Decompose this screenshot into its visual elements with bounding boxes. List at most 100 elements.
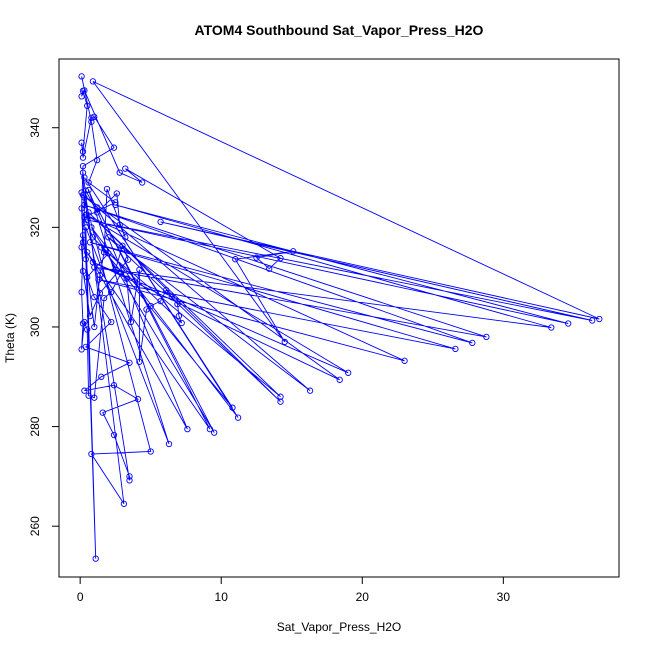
data-point bbox=[168, 293, 175, 301]
data-point bbox=[91, 113, 98, 120]
y-tick-label: 260 bbox=[28, 516, 42, 536]
data-point bbox=[110, 144, 118, 151]
data-point bbox=[79, 162, 87, 170]
data-point bbox=[565, 320, 572, 327]
data-point bbox=[98, 373, 105, 380]
data-point bbox=[79, 87, 87, 95]
data-point bbox=[78, 346, 85, 353]
data-point bbox=[112, 266, 119, 273]
x-tick-label: 10 bbox=[215, 590, 229, 604]
data-point bbox=[79, 154, 87, 161]
data-point bbox=[116, 169, 123, 176]
x-tick-label: 30 bbox=[497, 590, 511, 604]
data-point bbox=[452, 345, 459, 353]
data-point bbox=[91, 323, 98, 331]
data-point bbox=[93, 209, 101, 216]
data-point bbox=[126, 473, 133, 480]
data-point bbox=[119, 242, 126, 249]
data-point bbox=[234, 414, 242, 421]
x-tick-label: 20 bbox=[356, 590, 370, 604]
data-point bbox=[157, 218, 164, 226]
data-point bbox=[336, 376, 343, 383]
y-tick-label: 300 bbox=[28, 317, 42, 337]
data-point bbox=[112, 199, 119, 206]
data-point bbox=[78, 189, 85, 196]
data-point bbox=[78, 139, 85, 146]
data-point bbox=[99, 409, 106, 416]
x-tick-label: 0 bbox=[77, 590, 84, 604]
data-point bbox=[136, 266, 143, 273]
data-point bbox=[117, 270, 125, 277]
data-point bbox=[126, 359, 133, 366]
data-point bbox=[266, 265, 273, 272]
data-point bbox=[120, 500, 128, 507]
data-point bbox=[84, 326, 91, 333]
data-point bbox=[139, 179, 146, 186]
y-tick-label: 340 bbox=[28, 117, 42, 137]
data-point bbox=[98, 244, 105, 251]
chart-title: ATOM4 Southbound Sat_Vapor_Press_H2O bbox=[195, 22, 484, 38]
data-point bbox=[78, 73, 85, 80]
y-tick-label: 320 bbox=[28, 217, 42, 237]
data-point bbox=[78, 288, 85, 296]
data-point bbox=[89, 234, 97, 241]
data-point bbox=[469, 339, 476, 347]
data-point bbox=[81, 174, 88, 181]
data-point bbox=[110, 431, 118, 439]
data-point bbox=[134, 396, 142, 403]
data-point bbox=[103, 185, 111, 193]
data-point bbox=[113, 190, 120, 197]
data-point bbox=[143, 306, 150, 313]
data-point bbox=[290, 248, 297, 255]
data-point bbox=[79, 320, 87, 327]
series-line bbox=[81, 76, 600, 559]
data-point bbox=[306, 387, 314, 394]
data-point bbox=[122, 165, 129, 172]
data-point bbox=[85, 186, 92, 194]
data-point bbox=[548, 324, 555, 331]
y-axis-label: Theta (K) bbox=[3, 313, 17, 363]
data-point bbox=[253, 254, 260, 261]
data-point bbox=[277, 398, 284, 405]
data-point bbox=[86, 312, 94, 320]
data-point bbox=[110, 382, 118, 389]
data-point bbox=[81, 387, 88, 394]
data-point bbox=[174, 300, 181, 308]
data-point bbox=[116, 221, 123, 229]
data-point bbox=[79, 148, 87, 155]
data-point bbox=[401, 357, 408, 364]
data-point bbox=[211, 429, 218, 436]
data-point bbox=[84, 249, 91, 256]
data-point bbox=[184, 425, 191, 433]
data-point bbox=[91, 264, 98, 271]
data-point bbox=[96, 272, 104, 279]
data-point bbox=[124, 256, 132, 263]
data-point bbox=[157, 297, 164, 305]
data-point bbox=[122, 234, 129, 241]
data-point bbox=[136, 358, 143, 365]
data-point bbox=[483, 333, 490, 341]
data-point bbox=[96, 289, 104, 297]
data-point bbox=[78, 205, 85, 212]
data-point bbox=[126, 477, 133, 484]
x-axis-label: Sat_Vapor_Press_H2O bbox=[277, 620, 402, 634]
data-point bbox=[178, 319, 185, 327]
data-point bbox=[175, 312, 183, 320]
data-point bbox=[93, 156, 101, 164]
data-point bbox=[127, 318, 135, 326]
data-point bbox=[165, 440, 173, 448]
data-point bbox=[81, 318, 88, 326]
data-point bbox=[88, 224, 95, 231]
data-point bbox=[147, 302, 154, 310]
data-point bbox=[105, 234, 112, 241]
data-point bbox=[100, 294, 108, 302]
data-point bbox=[84, 216, 91, 224]
data-point bbox=[91, 293, 98, 301]
data-point bbox=[82, 256, 89, 263]
data-point bbox=[163, 286, 170, 294]
data-point bbox=[79, 268, 87, 275]
plot-border bbox=[58, 58, 620, 578]
data-point bbox=[589, 317, 596, 324]
data-point bbox=[85, 179, 92, 186]
